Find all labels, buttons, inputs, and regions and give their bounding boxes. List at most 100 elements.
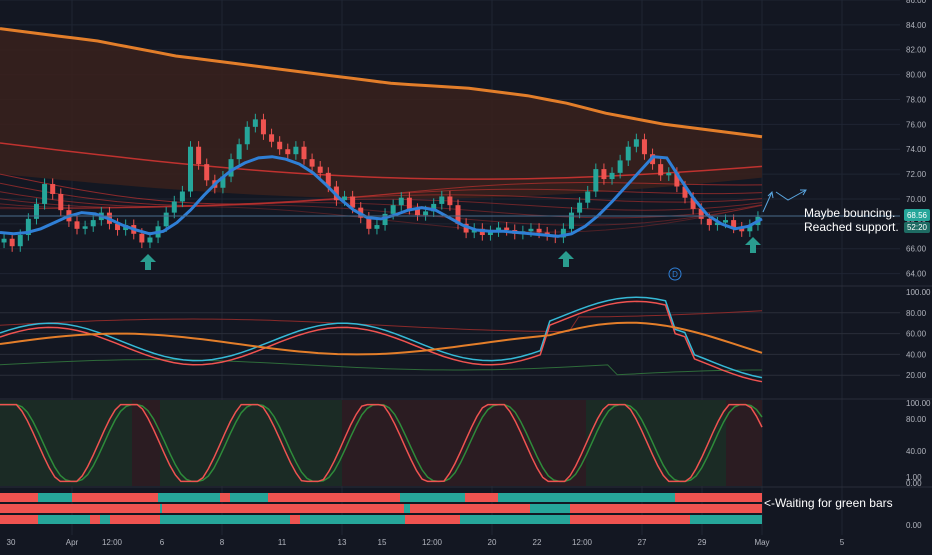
signal-bar: [38, 493, 72, 502]
stoch-zone: [160, 400, 342, 486]
candle[interactable]: [236, 138, 242, 165]
rsi-line-red: [0, 300, 763, 383]
candle[interactable]: [317, 161, 323, 179]
candle[interactable]: [569, 207, 574, 235]
candle[interactable]: [439, 190, 445, 210]
signal-bar: [460, 515, 570, 524]
dividend-marker-icon[interactable]: [668, 267, 682, 281]
candle[interactable]: [25, 213, 31, 241]
candle[interactable]: [560, 223, 566, 244]
candle[interactable]: [496, 221, 502, 237]
signal-bar: [410, 504, 530, 513]
candle[interactable]: [309, 153, 315, 173]
candle[interactable]: [601, 163, 607, 185]
candle[interactable]: [617, 154, 623, 179]
time-tick-label: 29: [698, 538, 707, 547]
candle[interactable]: [269, 128, 275, 148]
candle[interactable]: [293, 141, 299, 160]
candle[interactable]: [301, 141, 307, 165]
candle[interactable]: [188, 141, 193, 198]
time-tick-label: 12:00: [102, 538, 123, 547]
candle[interactable]: [747, 219, 753, 237]
price-tick-label: 86.00: [906, 0, 927, 5]
candle[interactable]: [585, 185, 591, 209]
signal-bar: [38, 515, 90, 524]
candle[interactable]: [455, 199, 461, 230]
price-tick-label: 84.00: [906, 21, 927, 30]
candle[interactable]: [374, 219, 380, 235]
candle[interactable]: [1, 233, 7, 249]
annotation-bounce-2: Reached support.: [804, 220, 899, 234]
signal-bar: [160, 515, 290, 524]
projection-arrow-icon: [775, 189, 807, 201]
price-tick-label: 72.00: [906, 170, 927, 179]
candle[interactable]: [285, 143, 291, 160]
candle[interactable]: [625, 141, 631, 167]
candle[interactable]: [398, 192, 404, 211]
candle[interactable]: [633, 133, 639, 153]
candle[interactable]: [115, 218, 121, 236]
time-tick-label: 27: [638, 538, 647, 547]
candle[interactable]: [463, 218, 469, 239]
candle[interactable]: [487, 225, 493, 241]
signal-bar: [465, 493, 498, 502]
rsi-tick-label: 40.00: [906, 350, 927, 359]
candle[interactable]: [42, 178, 48, 210]
stochastic-panel[interactable]: 100.00 80.00 40.00 0.00: [0, 399, 931, 488]
candle[interactable]: [431, 198, 437, 217]
last-price-value: 68.56: [907, 211, 928, 220]
rsi-tick-label: 100.00: [906, 288, 931, 297]
candle[interactable]: [447, 190, 453, 211]
stoch-tick-label: 0.00: [906, 479, 922, 488]
candle[interactable]: [666, 167, 672, 181]
candle[interactable]: [641, 133, 647, 160]
candle[interactable]: [58, 188, 64, 216]
candle[interactable]: [277, 136, 283, 155]
candle[interactable]: [220, 170, 226, 194]
candle[interactable]: [82, 220, 88, 235]
candle[interactable]: [593, 163, 599, 198]
rsi-panel[interactable]: 100.00 80.00 60.00 40.00 20.00: [0, 288, 931, 383]
candle[interactable]: [33, 198, 39, 225]
candle[interactable]: [658, 158, 664, 181]
bars-tick-label: 1.00: [906, 473, 922, 482]
stoch-k-line: [0, 403, 763, 483]
signal-bar: [530, 504, 570, 513]
rsi-tick-label: 80.00: [906, 309, 927, 318]
signal-bar: [570, 515, 690, 524]
signal-bar: [498, 493, 675, 502]
ribbon-line: [0, 204, 763, 226]
candle[interactable]: [414, 203, 420, 221]
candle[interactable]: [609, 167, 615, 185]
candle[interactable]: [204, 158, 210, 186]
candle[interactable]: [714, 216, 720, 231]
price-axis[interactable]: 86.00 84.00 82.00 80.00 78.00 76.00 74.00 72.00…: [906, 0, 927, 279]
candle[interactable]: [260, 113, 266, 140]
candle[interactable]: [228, 153, 234, 183]
candle[interactable]: [577, 197, 583, 219]
candle[interactable]: [504, 221, 510, 236]
candle[interactable]: [731, 214, 737, 234]
candle[interactable]: [179, 185, 185, 208]
candle[interactable]: [90, 214, 96, 232]
candle[interactable]: [244, 121, 250, 150]
candle[interactable]: [9, 233, 15, 252]
candle[interactable]: [50, 178, 56, 200]
price-tick-label: 70.00: [906, 195, 927, 204]
candle[interactable]: [171, 195, 177, 219]
signal-bars-panel[interactable]: 1.000.00: [0, 473, 922, 530]
candle[interactable]: [252, 113, 258, 133]
signal-bar: [0, 504, 160, 513]
signal-bar: [290, 515, 300, 524]
candle[interactable]: [739, 221, 745, 237]
ribbon-line: [0, 198, 763, 211]
time-tick-label: May: [754, 538, 769, 547]
signal-bar: [675, 493, 762, 502]
candle[interactable]: [196, 141, 202, 170]
candle[interactable]: [74, 215, 80, 235]
candle[interactable]: [382, 208, 388, 231]
time-axis[interactable]: 30 Apr 12:00 6 8 11 13 15 12:00 20 22 12:00 27 29 May 5: [7, 538, 845, 547]
stoch-tick-label: 80.00: [906, 415, 927, 424]
time-tick-label: 5: [840, 538, 845, 547]
